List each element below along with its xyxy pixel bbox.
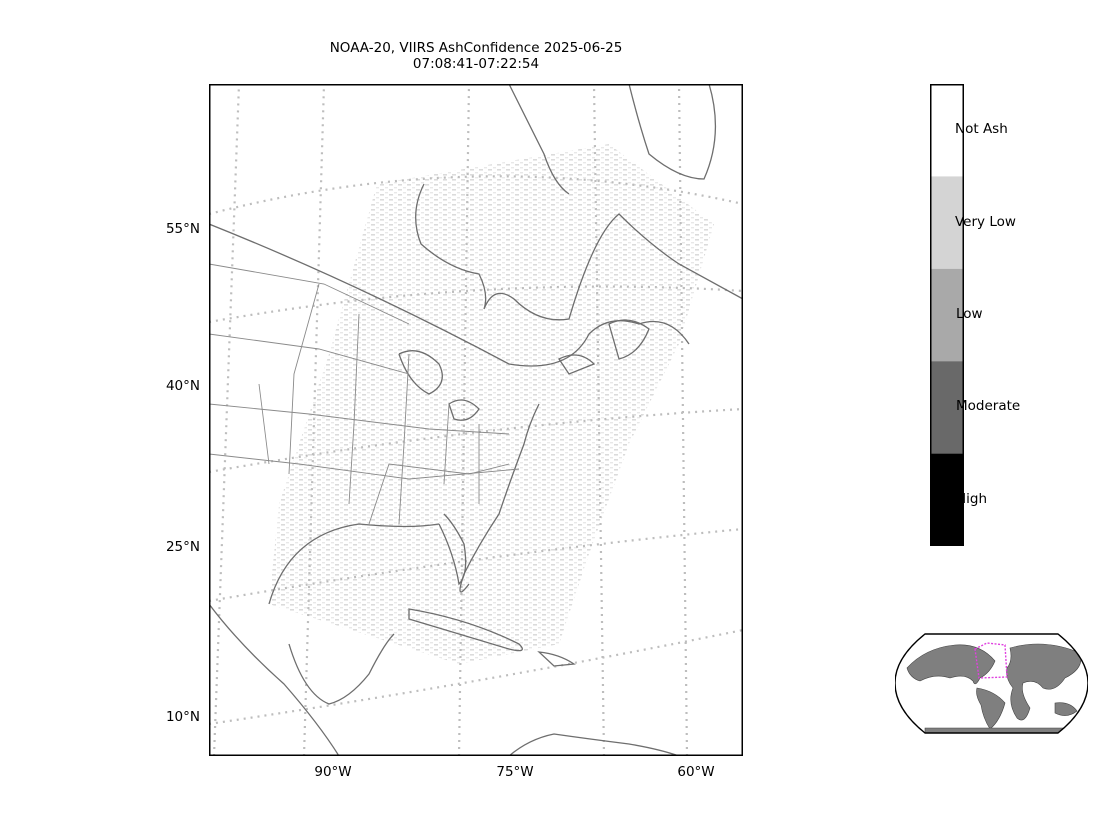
colorbar-label-very-low: Very Low [955,214,1016,230]
colorbar-swatch [930,84,964,177]
lat-label-40n: 40°N [165,378,200,394]
map-title-line2: 07:08:41-07:22:54 [412,56,540,72]
colorbar-swatch [930,268,964,362]
colorbar-label-moderate: Moderate [956,398,1021,414]
state-borders [209,263,520,525]
colorbar-label-high: High [956,491,988,507]
coastlines [209,84,743,756]
map-title-line1: NOAA-20, VIIRS AshConfidence 2025-06-25 [329,40,623,56]
graticule [209,84,743,756]
lat-label-55n: 55°N [165,221,200,237]
lon-label-75w: 75°W [496,764,534,780]
inset-world-map [895,633,1088,734]
inset-domain-box [974,642,1008,679]
lon-label-60w: 60°W [677,764,715,780]
map-border [209,84,743,756]
colorbar-swatch [930,453,964,546]
lat-label-10n: 10°N [165,709,200,725]
colorbar-label-low: Low [956,306,983,322]
colorbar [930,84,964,546]
main-map [209,84,743,756]
colorbar-label-not-ash: Not Ash [955,121,1008,137]
colorbar-swatch [930,176,964,269]
lon-label-90w: 90°W [314,764,352,780]
lat-label-25n: 25°N [165,539,200,555]
ash-swath [269,144,714,664]
colorbar-swatch [930,361,964,454]
